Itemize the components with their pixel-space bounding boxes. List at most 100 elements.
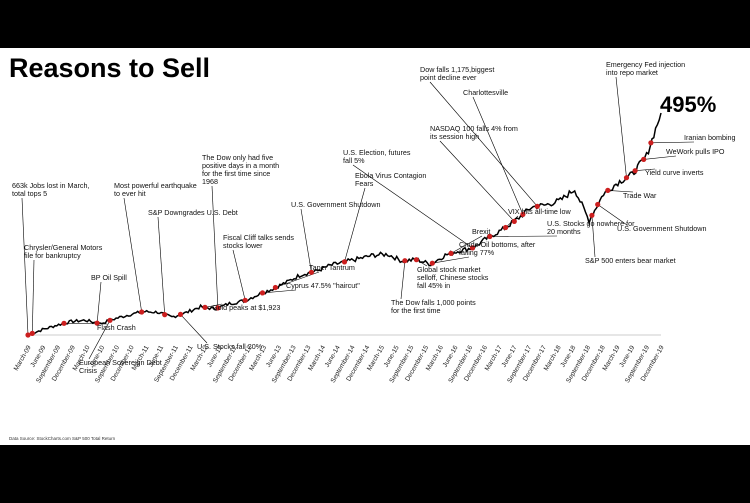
- leader-line: [262, 289, 297, 294]
- chart-title: Reasons to Sell: [9, 53, 210, 83]
- event-label: 663k Jobs lost in March, total tops 5: [12, 181, 90, 198]
- event-label: Trade War: [623, 191, 657, 200]
- event-label: Ebola Virus Contagion Fears: [355, 171, 426, 188]
- event-label: Emergency Fed injection into repo market: [606, 60, 685, 77]
- leader-line: [432, 256, 470, 264]
- leader-line: [344, 187, 366, 262]
- leader-line: [591, 215, 596, 258]
- event-label: WeWork pulls IPO: [666, 147, 725, 156]
- event-label: Chrysler/General Motors file for bankrupt…: [24, 243, 103, 260]
- event-marker: [202, 304, 208, 310]
- event-marker: [272, 284, 278, 291]
- leader-line: [429, 81, 538, 207]
- event-marker: [623, 175, 630, 181]
- leader-line: [635, 168, 656, 171]
- event-label: European Sovereign Debt Crisis: [79, 358, 162, 375]
- event-label: VIX hits all-time low: [508, 207, 572, 216]
- leader-lines: [21, 76, 695, 360]
- event-marker: [469, 245, 476, 251]
- event-label: Yield curve inverts: [645, 168, 704, 177]
- leader-line: [21, 197, 29, 336]
- event-label: U.S. Stocks go nowhere for 20 months: [547, 219, 635, 236]
- event-marker: [177, 311, 184, 317]
- x-tick-label: March-09: [13, 344, 33, 372]
- event-marker: [487, 233, 493, 240]
- leader-line: [615, 76, 627, 178]
- event-label: NASDAQ 100 falls 4% from its session high: [430, 124, 518, 141]
- event-marker: [242, 297, 248, 303]
- event-marker: [308, 269, 314, 275]
- event-marker: [589, 212, 595, 218]
- event-marker: [413, 257, 419, 263]
- event-marker: [520, 211, 526, 217]
- event-marker: [595, 201, 601, 208]
- event-marker: [29, 330, 35, 336]
- leader-line: [180, 314, 208, 344]
- event-marker: [605, 187, 611, 193]
- event-marker: [162, 312, 168, 318]
- event-label: U.S. Government Shutdown: [291, 200, 381, 209]
- leader-line: [472, 96, 524, 215]
- leader-line: [300, 208, 312, 273]
- event-marker: [511, 218, 517, 224]
- event-label: Flash Crash: [97, 323, 136, 332]
- event-marker: [107, 317, 113, 323]
- return-highlight: 495%: [660, 92, 716, 117]
- event-label: U.S. Stocks fall 20%: [197, 342, 263, 351]
- event-marker: [534, 203, 540, 209]
- event-marker: [632, 168, 638, 174]
- chart-frame: Reasons to Sell 495% 663k Jobs lost in M…: [0, 48, 750, 445]
- event-markers: [25, 140, 654, 338]
- leader-line: [597, 204, 628, 226]
- x-axis-ticks: March-09June-09September-09December-09Ma…: [13, 344, 666, 384]
- event-label: Cyprus 47.5% "haircut": [286, 281, 360, 290]
- leader-line: [489, 235, 558, 237]
- leader-line: [204, 303, 223, 308]
- leader-line: [211, 185, 219, 308]
- event-label: The Dow falls 1,000 points for the first …: [391, 298, 476, 315]
- event-labels: 663k Jobs lost in March, total tops 5 Chry…: [12, 60, 736, 375]
- event-label: Iranian bombing: [684, 133, 736, 142]
- event-marker: [61, 320, 67, 326]
- event-marker: [25, 332, 31, 338]
- leader-line: [232, 249, 246, 301]
- event-label: Global stock market selloff, Chinese stoc…: [417, 265, 489, 290]
- event-marker: [139, 309, 145, 315]
- event-label: Dow falls 1,175,biggest point decline eve…: [420, 65, 494, 82]
- data-source: Data Source: StockCharts.com S&P 500 Tot…: [9, 436, 116, 441]
- event-label: S&P Downgrades U.S. Debt: [148, 208, 238, 217]
- event-label: U.S. Government Shutdown: [617, 224, 707, 233]
- leader-line: [96, 281, 102, 324]
- event-marker: [503, 224, 509, 231]
- event-label: Charlottesville: [463, 88, 508, 97]
- leader-line: [643, 155, 677, 160]
- event-marker: [402, 258, 408, 264]
- event-label: Most powerful earthquake to ever hit: [114, 181, 197, 198]
- event-marker: [341, 259, 348, 265]
- leader-line: [32, 259, 35, 334]
- event-marker: [259, 290, 266, 296]
- event-label: Fiscal Cliff talks sends stocks lower: [223, 233, 294, 250]
- leader-line: [88, 320, 111, 360]
- event-label: BP Oil Spill: [91, 273, 127, 282]
- chart: Reasons to Sell 495% 663k Jobs lost in M…: [9, 53, 736, 441]
- leader-line: [123, 197, 142, 313]
- leader-line: [450, 235, 483, 254]
- event-marker: [648, 140, 654, 146]
- event-label: Taper Tantrum: [309, 263, 355, 272]
- event-marker: [641, 156, 647, 162]
- leader-line: [650, 141, 695, 144]
- event-label: S&P 500 enters bear market: [585, 256, 676, 265]
- event-label: U.S. Election, futures fall 5%: [343, 148, 411, 165]
- event-label: Crude Oil bottoms, after falling 77%: [459, 240, 536, 257]
- leader-line: [400, 260, 406, 300]
- event-marker: [448, 250, 454, 256]
- event-marker: [94, 320, 100, 326]
- event-label: Gold peaks at $1,923: [212, 303, 280, 312]
- event-label: Brexit: [472, 227, 490, 236]
- leader-line: [157, 216, 165, 315]
- event-marker: [215, 305, 221, 311]
- leader-line: [352, 164, 473, 249]
- leader-line: [439, 140, 515, 222]
- event-label: The Dow only had five positive days in a …: [202, 153, 279, 186]
